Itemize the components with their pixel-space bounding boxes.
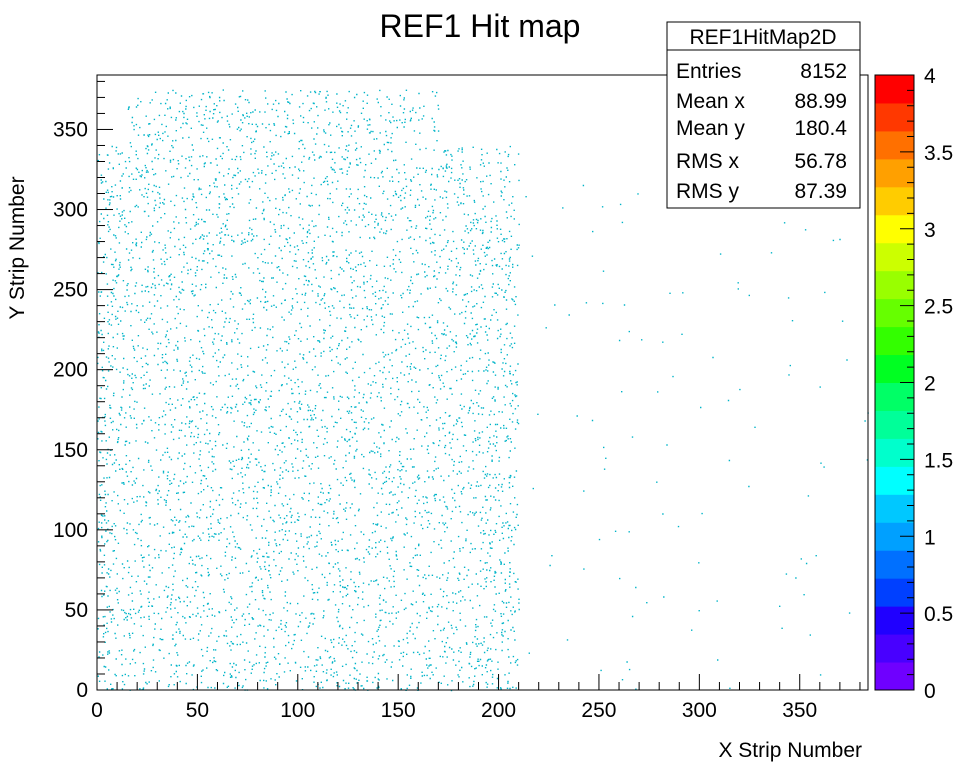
- color-scale-step: [875, 186, 914, 216]
- color-scale-bar: 0 0.5 1 1.5 2 2.5 3 3.5 4: [874, 65, 953, 703]
- x-tick-label: 150: [381, 699, 416, 722]
- color-scale-step: [875, 578, 914, 607]
- stats-row-label: RMS y: [676, 180, 740, 203]
- plot-frame: [96, 74, 869, 691]
- color-scale-step: [875, 606, 914, 635]
- color-scale-step: [875, 382, 914, 411]
- y-tick-label: 100: [53, 519, 88, 542]
- color-scale-step: [875, 662, 914, 691]
- color-scale-label: 0.5: [924, 603, 953, 626]
- color-scale-step: [875, 242, 914, 272]
- y-tick-label: 50: [65, 599, 88, 622]
- stats-row-value: 88.99: [794, 90, 847, 113]
- color-scale-step: [875, 438, 914, 467]
- stats-row-value: 180.4: [794, 117, 847, 140]
- color-scale-label: 4: [924, 65, 936, 88]
- stats-box-frame: [666, 21, 861, 209]
- x-axis: 0 50 100 150 200 250 300 350: [91, 674, 861, 722]
- color-scale-step: [875, 410, 914, 439]
- stats-box-name: REF1HitMap2D: [689, 26, 836, 49]
- color-scale-label: 2.5: [924, 296, 953, 319]
- color-scale-step: [875, 102, 914, 132]
- stats-row-value: 8152: [800, 60, 847, 83]
- x-tick-label: 300: [682, 699, 717, 722]
- y-tick-label: 250: [53, 279, 88, 302]
- chart-title: REF1 Hit map: [380, 8, 581, 44]
- color-scale-label: 1: [924, 526, 936, 549]
- color-scale-label: 1.5: [924, 449, 953, 472]
- stats-row-label: Mean y: [676, 117, 745, 140]
- color-scale-step: [875, 130, 914, 160]
- stats-row-label: Entries: [676, 60, 741, 83]
- stats-row-label: Mean x: [676, 90, 745, 113]
- stats-row-value: 56.78: [794, 150, 847, 173]
- x-axis-title: X Strip Number: [718, 739, 862, 762]
- x-tick-label: 200: [481, 699, 516, 722]
- x-tick-label: 50: [186, 699, 209, 722]
- y-tick-label: 200: [53, 359, 88, 382]
- color-scale-step: [875, 298, 914, 328]
- stats-rows: Entries 8152 Mean x 88.99 Mean y 180.4 RMS x 56…: [676, 60, 847, 203]
- x-tick-label: 0: [91, 699, 103, 722]
- color-scale-step: [875, 270, 914, 300]
- x-tick-label: 250: [581, 699, 616, 722]
- x-tick-label: 350: [782, 699, 817, 722]
- y-axis: 0 50 100 150 200 250 300 350: [53, 80, 113, 702]
- y-tick-label: 300: [53, 199, 88, 222]
- y-tick-label: 150: [53, 439, 88, 462]
- color-scale-label: 3: [924, 219, 936, 242]
- stats-row-label: RMS x: [676, 150, 740, 173]
- y-tick-label: 350: [53, 118, 88, 141]
- color-scale-label: 3.5: [924, 142, 953, 165]
- y-axis-title: Y Strip Number: [6, 176, 29, 319]
- color-scale-step: [875, 326, 914, 356]
- color-scale-label: 0: [924, 680, 936, 703]
- y-tick-label: 0: [76, 679, 88, 702]
- color-scale-step: [875, 550, 914, 579]
- color-scale-step: [875, 75, 914, 104]
- color-scale-label: 2: [924, 373, 936, 396]
- stats-box: REF1HitMap2D Entries 8152 Mean x 88.99 Mean …: [666, 21, 861, 209]
- color-scale-step: [875, 354, 914, 383]
- color-scale-step: [875, 634, 914, 663]
- x-tick-label: 100: [280, 699, 315, 722]
- stats-row-value: 87.39: [794, 180, 847, 203]
- color-scale-step: [875, 494, 914, 523]
